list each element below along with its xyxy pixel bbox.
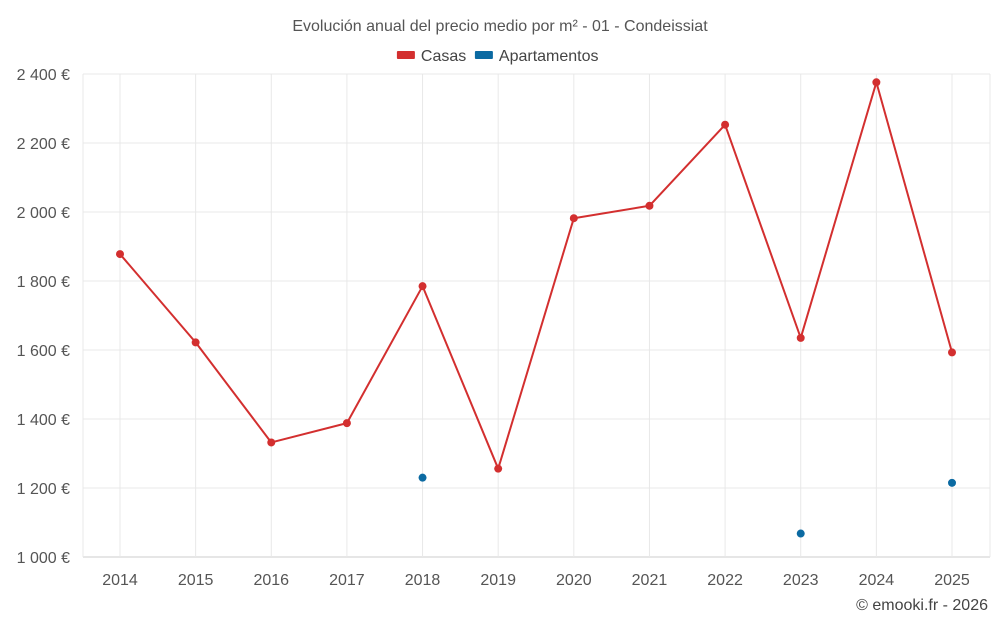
y-tick-label: 2 000 €: [17, 205, 70, 222]
x-tick-label: 2018: [405, 572, 441, 589]
x-tick-label: 2023: [783, 572, 819, 589]
x-tick-label: 2016: [253, 572, 289, 589]
x-tick-label: 2020: [556, 572, 592, 589]
y-tick-label: 1 000 €: [17, 550, 70, 567]
data-point[interactable]: [494, 464, 503, 473]
legend-label: Casas: [421, 48, 466, 65]
x-tick-label: 2019: [480, 572, 516, 589]
x-tick-label: 2022: [707, 572, 743, 589]
series-casas: [116, 78, 956, 473]
x-axis: 2014 2015 2016 2017 2018 2019 2020 2021 2022 2023…: [102, 572, 970, 589]
data-point[interactable]: [116, 250, 124, 259]
data-point[interactable]: [191, 338, 200, 347]
data-point[interactable]: [645, 201, 654, 210]
data-point[interactable]: [872, 78, 881, 87]
x-tick-label: 2025: [934, 572, 970, 589]
y-tick-label: 1 400 €: [17, 412, 70, 429]
credit-text: © emooki.fr - 2026: [856, 597, 988, 614]
legend: Casas Apartamentos: [396, 48, 599, 65]
y-tick-label: 2 200 €: [17, 136, 70, 153]
x-tick-label: 2017: [329, 572, 365, 589]
series-layer: [116, 78, 956, 538]
legend-label: Apartamentos: [499, 48, 599, 65]
legend-swatch: [396, 51, 415, 59]
data-point[interactable]: [418, 473, 427, 482]
data-point[interactable]: [796, 333, 805, 342]
data-point[interactable]: [267, 438, 276, 447]
x-tick-label: 2015: [178, 572, 214, 589]
y-axis: 1 000 € 1 200 € 1 400 € 1 600 € 1 800 € 2 000…: [17, 67, 70, 567]
data-point[interactable]: [342, 419, 351, 428]
data-point[interactable]: [948, 348, 956, 357]
data-point[interactable]: [721, 120, 730, 129]
series-apartamentos: [418, 473, 956, 538]
legend-item-casas[interactable]: Casas: [396, 48, 466, 65]
y-tick-label: 1 800 €: [17, 274, 70, 291]
y-tick-label: 1 600 €: [17, 343, 70, 360]
x-tick-label: 2024: [859, 572, 895, 589]
series-line: [119, 81, 953, 470]
y-tick-label: 2 400 €: [17, 67, 70, 84]
legend-item-apartamentos[interactable]: Apartamentos: [474, 48, 599, 65]
legend-swatch: [474, 51, 493, 59]
data-point[interactable]: [796, 529, 805, 538]
y-tick-label: 1 200 €: [17, 481, 70, 498]
data-point[interactable]: [569, 214, 578, 223]
x-tick-label: 2021: [632, 572, 668, 589]
data-point[interactable]: [418, 282, 427, 291]
x-tick-label: 2014: [102, 572, 138, 589]
grid: [82, 73, 991, 558]
data-point[interactable]: [948, 478, 956, 487]
chart-title: Evolución anual del precio medio por m² …: [292, 18, 708, 35]
